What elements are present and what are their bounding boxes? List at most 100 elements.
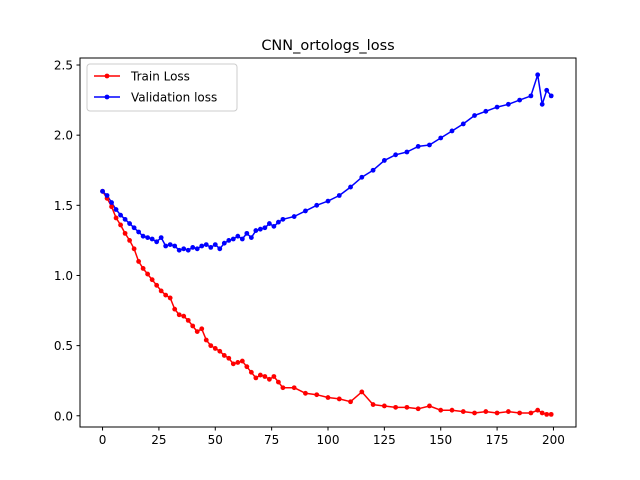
data-point xyxy=(235,360,241,365)
data-point xyxy=(505,101,511,107)
data-point xyxy=(303,390,308,396)
x-axis: 0 25 50 75 100 125 150 175 200 xyxy=(99,427,565,447)
data-point xyxy=(348,399,353,405)
data-point xyxy=(149,277,155,283)
x-tick-label: 200 xyxy=(542,433,565,447)
data-point xyxy=(217,348,223,354)
data-point xyxy=(145,271,151,277)
data-point xyxy=(494,410,500,416)
data-point xyxy=(226,237,232,243)
x-tick-label: 50 xyxy=(208,433,223,447)
data-point xyxy=(158,288,164,294)
data-point xyxy=(449,128,455,134)
data-point xyxy=(113,215,119,221)
data-point xyxy=(276,379,281,385)
data-point xyxy=(539,410,545,416)
data-point xyxy=(248,369,254,375)
data-point xyxy=(449,407,455,413)
data-point xyxy=(226,355,232,361)
y-tick-label: 1.5 xyxy=(54,199,73,213)
data-point xyxy=(472,410,477,416)
data-point xyxy=(154,282,160,288)
data-point xyxy=(239,358,245,364)
data-point xyxy=(163,243,169,249)
data-point xyxy=(280,385,286,391)
data-point xyxy=(217,246,223,252)
data-point xyxy=(528,93,534,99)
data-point xyxy=(167,295,173,301)
data-point xyxy=(505,409,511,414)
data-point xyxy=(127,237,132,243)
data-point xyxy=(122,230,128,236)
chart-title: CNN_ortologs_loss xyxy=(261,38,394,54)
data-point xyxy=(438,135,444,141)
data-point xyxy=(113,207,119,212)
x-tick-label: 25 xyxy=(151,433,166,447)
data-point xyxy=(221,353,227,358)
data-point xyxy=(535,72,541,78)
data-point xyxy=(158,235,164,240)
data-point xyxy=(203,337,209,343)
data-point xyxy=(149,236,155,242)
data-point xyxy=(370,402,376,407)
legend-label-1: Validation loss xyxy=(131,91,217,105)
data-point xyxy=(303,208,308,214)
data-point xyxy=(266,221,272,226)
x-tick-label: 0 xyxy=(99,433,107,447)
data-point xyxy=(438,407,444,413)
data-point xyxy=(109,204,114,210)
data-point xyxy=(359,174,365,180)
data-point xyxy=(291,214,297,219)
data-point xyxy=(104,193,110,198)
data-point xyxy=(253,228,259,233)
data-point xyxy=(176,312,182,318)
data-point xyxy=(325,198,331,204)
data-point xyxy=(544,411,550,417)
data-point xyxy=(528,410,534,416)
data-point xyxy=(257,372,263,378)
legend-box xyxy=(86,63,238,112)
data-point xyxy=(235,233,241,239)
data-point xyxy=(460,409,466,414)
data-point xyxy=(314,392,320,398)
data-point xyxy=(415,143,421,149)
data-point xyxy=(393,404,399,410)
data-point xyxy=(181,313,187,319)
data-point xyxy=(271,374,277,379)
data-point xyxy=(181,246,187,252)
data-point xyxy=(154,239,160,245)
data-point xyxy=(253,375,259,381)
x-tick-label: 175 xyxy=(486,433,509,447)
data-point xyxy=(548,93,554,99)
data-point xyxy=(208,343,214,349)
x-tick-label: 150 xyxy=(429,433,452,447)
data-point xyxy=(336,193,342,198)
legend-marker-1 xyxy=(104,94,110,100)
data-point xyxy=(280,216,286,222)
data-point xyxy=(517,410,523,416)
legend: Train Loss Validation loss xyxy=(86,63,238,112)
data-point xyxy=(136,259,142,264)
data-point xyxy=(100,188,105,194)
data-point xyxy=(248,235,254,240)
data-point xyxy=(393,152,399,158)
data-point xyxy=(404,404,410,410)
data-point xyxy=(190,245,196,250)
data-point xyxy=(244,364,250,370)
data-point xyxy=(544,87,550,93)
data-point xyxy=(221,240,227,246)
data-point xyxy=(483,409,489,414)
data-point xyxy=(427,403,432,409)
data-point xyxy=(266,376,272,382)
data-point xyxy=(208,245,214,250)
data-point xyxy=(404,149,410,155)
data-point xyxy=(194,329,200,334)
data-point xyxy=(291,385,297,391)
data-point xyxy=(199,326,205,332)
data-point xyxy=(359,389,365,395)
data-point xyxy=(172,243,178,249)
data-point xyxy=(145,235,151,240)
data-point xyxy=(381,403,387,409)
data-point xyxy=(244,230,250,236)
